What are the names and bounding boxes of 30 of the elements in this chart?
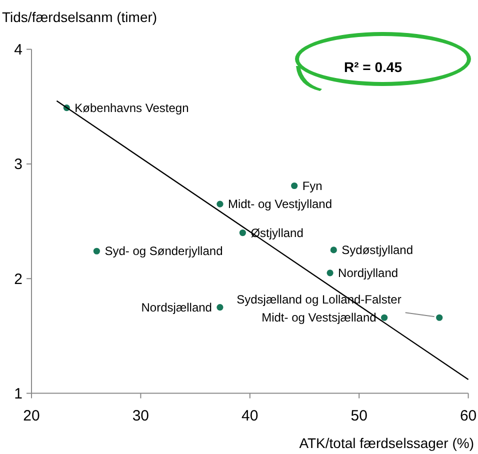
point	[326, 270, 334, 276]
point	[381, 314, 388, 321]
annotation: Syd- og Sønderjylland	[104, 244, 223, 258]
y-axis-title: Tids/færdselsanm (timer)	[2, 9, 158, 25]
point	[93, 248, 100, 254]
annotation: R² = 0.45	[344, 59, 402, 75]
point	[291, 182, 298, 190]
annotation: Midt- og Vestsjælland	[262, 310, 376, 325]
x-axis-title: ATK/total færdselssager (%)	[299, 435, 474, 451]
point	[239, 229, 246, 236]
y-tick-label: 1	[14, 386, 22, 403]
x-tick-label: 60	[460, 407, 477, 424]
x-tick-label: 40	[242, 407, 258, 424]
annotation: Midt- og Vestjylland	[228, 197, 332, 212]
y-tick-label: 2	[14, 270, 22, 288]
annotation: Fyn	[302, 178, 322, 193]
annotation: Sydøstjylland	[342, 242, 414, 257]
y-tick-label: 3	[14, 156, 22, 174]
annotation: Nordsjælland	[141, 300, 212, 314]
annotation: Nordjylland	[338, 266, 398, 280]
x-tick-label: 30	[132, 407, 150, 424]
y-tick-label: 4	[14, 42, 22, 59]
annotation: Københavns Vestegn	[74, 100, 189, 115]
point	[436, 314, 443, 321]
point	[330, 246, 337, 254]
x-tick-label: 50	[350, 407, 368, 424]
x-tick-label: 20	[23, 407, 40, 424]
point	[216, 304, 224, 311]
annotation: Østjylland	[250, 226, 304, 240]
point	[216, 200, 224, 208]
